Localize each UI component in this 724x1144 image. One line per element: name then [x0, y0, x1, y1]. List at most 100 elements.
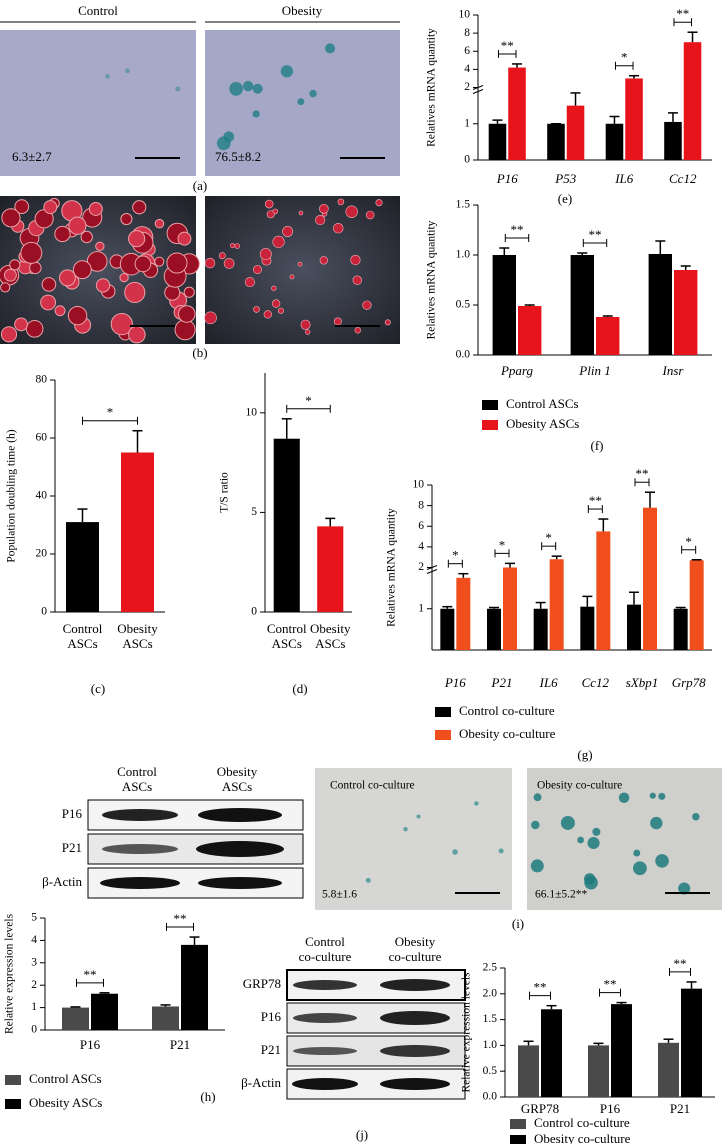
droplet — [271, 285, 277, 291]
significance: * — [107, 405, 114, 420]
micrograph — [205, 196, 400, 344]
droplet — [86, 251, 108, 272]
y-tick-label: 8 — [464, 27, 470, 39]
droplet — [319, 256, 328, 265]
stain-spot — [655, 854, 669, 868]
axis-break — [472, 89, 484, 94]
droplet — [297, 261, 303, 267]
droplet — [253, 306, 260, 313]
x-tick-label: Obesity ASCs — [117, 621, 158, 651]
droplet — [223, 258, 235, 269]
droplet — [365, 210, 375, 220]
droplet — [253, 265, 262, 274]
image-value: 6.3±2.7 — [12, 149, 52, 164]
significance: ** — [534, 980, 547, 995]
y-tick-label: 3 — [31, 956, 37, 968]
lipid-droplets — [0, 197, 391, 344]
y-axis-label: T/S ratio — [219, 472, 231, 513]
bar — [317, 526, 344, 612]
stain-spots — [105, 43, 336, 151]
panel-label: (a) — [193, 178, 207, 193]
blot-row: β-Actin — [241, 1075, 281, 1090]
significance: ** — [676, 6, 689, 21]
blot-row: P16 — [62, 806, 83, 821]
droplet — [289, 274, 295, 280]
bar — [456, 577, 471, 650]
bar — [91, 993, 118, 1030]
x-tick-label: P21 — [670, 1101, 690, 1116]
blot-column: Obesity ASCs — [217, 764, 258, 794]
droplet — [345, 205, 358, 218]
droplet — [362, 300, 372, 310]
blot-j: Control co-culture Obesity co-culture GRP7… — [241, 934, 466, 1100]
droplet — [67, 305, 88, 326]
droplet — [0, 326, 18, 343]
y-tick-label: 1.5 — [483, 1013, 498, 1025]
y-tick-label: 1 — [418, 602, 424, 614]
legend-swatch — [482, 420, 498, 430]
stain-spot — [242, 80, 254, 92]
bar — [66, 522, 99, 612]
blot-band — [380, 1011, 450, 1025]
stain-spot — [531, 820, 540, 830]
panel-label: (f) — [591, 438, 604, 453]
blot-band — [198, 808, 282, 822]
y-axis-label: Population doubling time (h) — [6, 429, 18, 562]
droplet — [319, 203, 329, 214]
x-tick-label: P53 — [554, 171, 576, 186]
y-tick-label: 10 — [413, 479, 425, 491]
droplet — [333, 222, 344, 234]
y-axis-label: Relative expression levels — [461, 972, 473, 1093]
droplet — [177, 305, 196, 323]
droplet — [88, 201, 103, 216]
x-tick-label: P16 — [444, 675, 466, 690]
y-tick-label: 1.5 — [456, 199, 471, 211]
panel-label: (b) — [192, 345, 207, 360]
droplet — [20, 241, 43, 264]
panel-label: (d) — [292, 681, 307, 696]
droplet — [266, 210, 275, 219]
stain-spot — [587, 836, 600, 850]
bar — [488, 123, 507, 160]
droplet — [300, 319, 311, 330]
bar — [566, 105, 585, 160]
droplet — [68, 216, 87, 235]
legend-swatch — [482, 400, 498, 410]
bar — [683, 42, 702, 160]
bar — [627, 604, 641, 650]
droplet — [350, 254, 361, 266]
blot-row: P21 — [62, 840, 82, 855]
significance: ** — [589, 493, 602, 508]
micrograph — [0, 30, 196, 176]
x-tick-label: P16 — [496, 171, 518, 186]
droplet — [128, 325, 146, 344]
droplet — [134, 255, 152, 273]
x-tick-label: Pparg — [500, 363, 534, 378]
droplet — [305, 329, 311, 335]
x-tick-label: P21 — [170, 1037, 190, 1052]
droplet — [183, 286, 195, 298]
droplet — [263, 310, 272, 319]
panel-label: (g) — [577, 747, 592, 762]
stain-spot — [252, 83, 263, 94]
y-tick-label: 6 — [464, 45, 470, 57]
y-tick-label: 2.0 — [483, 987, 498, 999]
droplet — [40, 294, 57, 311]
stain-spot — [216, 136, 231, 151]
x-tick-label: Insr — [662, 363, 685, 378]
droplet — [234, 243, 240, 249]
legend-swatch — [510, 1119, 526, 1129]
significance: ** — [501, 38, 514, 53]
y-axis-label: Relatives mRNA quantity — [426, 28, 438, 147]
legend-swatch — [510, 1135, 526, 1144]
blot-band — [380, 979, 450, 991]
droplet — [154, 218, 165, 229]
y-tick-label: 1 — [31, 1001, 37, 1013]
blot-band — [292, 1078, 358, 1090]
bar — [658, 1042, 679, 1097]
panel-label: (c) — [91, 681, 105, 696]
x-tick-label: Grp78 — [672, 675, 706, 690]
stain-spot — [452, 849, 458, 855]
bar — [273, 438, 300, 612]
